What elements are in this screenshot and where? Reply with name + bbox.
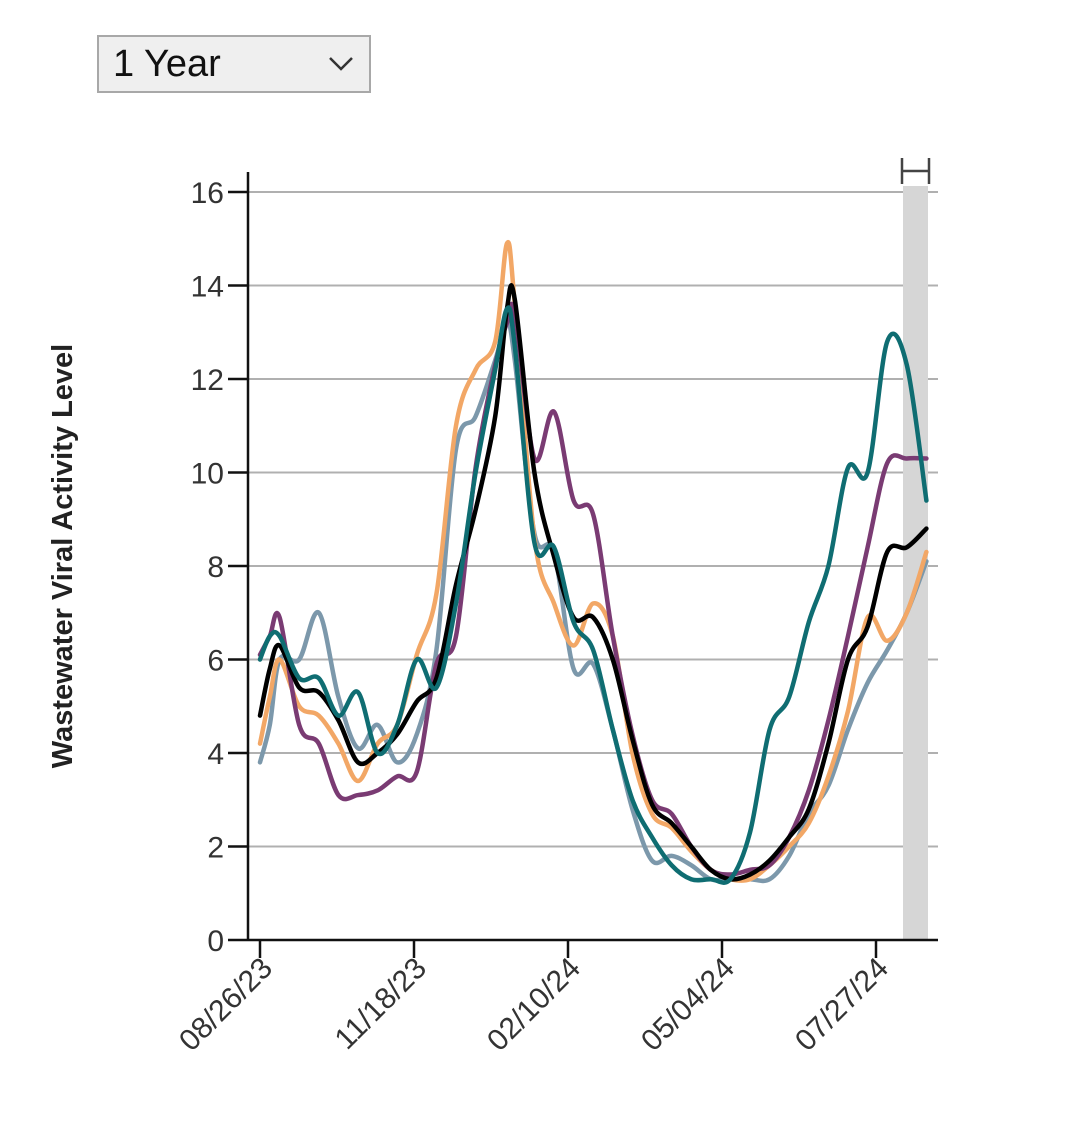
x-tick-label: 05/04/24 <box>635 952 741 1058</box>
series-line-5 <box>257 305 929 885</box>
grid-lines <box>248 191 938 848</box>
y-tick-label: 4 <box>207 738 224 771</box>
y-axis-ticks: 0 2 4 6 8 10 12 14 16 <box>191 177 248 958</box>
y-tick-label: 16 <box>191 177 224 210</box>
y-tick-label: 0 <box>207 925 224 958</box>
y-tick-label: 8 <box>207 551 224 584</box>
axes <box>246 172 938 942</box>
y-tick-label: 2 <box>207 832 224 865</box>
x-tick-label: 02/10/24 <box>481 952 587 1058</box>
y-axis-title: Wastewater Viral Activity Level <box>47 344 79 768</box>
x-axis-ticks: 08/26/23 11/18/23 02/10/24 05/04/24 07/27/24 <box>173 940 895 1058</box>
provisional-bracket-icon <box>900 158 931 184</box>
series-line-4 <box>257 302 929 877</box>
time-range-value: 1 Year <box>113 42 221 85</box>
y-tick-label: 10 <box>191 458 224 491</box>
series-line-2 <box>257 240 929 883</box>
y-tick-label: 6 <box>207 645 224 678</box>
time-range-select[interactable]: 1 Year <box>97 35 371 93</box>
y-tick-label: 14 <box>191 271 224 304</box>
series-layer <box>257 240 929 885</box>
y-tick-label: 12 <box>191 364 224 397</box>
x-tick-label: 07/27/24 <box>789 952 895 1058</box>
x-tick-label: 11/18/23 <box>329 952 433 1056</box>
chevron-down-icon <box>327 50 355 78</box>
x-tick-label: 08/26/23 <box>173 952 279 1058</box>
